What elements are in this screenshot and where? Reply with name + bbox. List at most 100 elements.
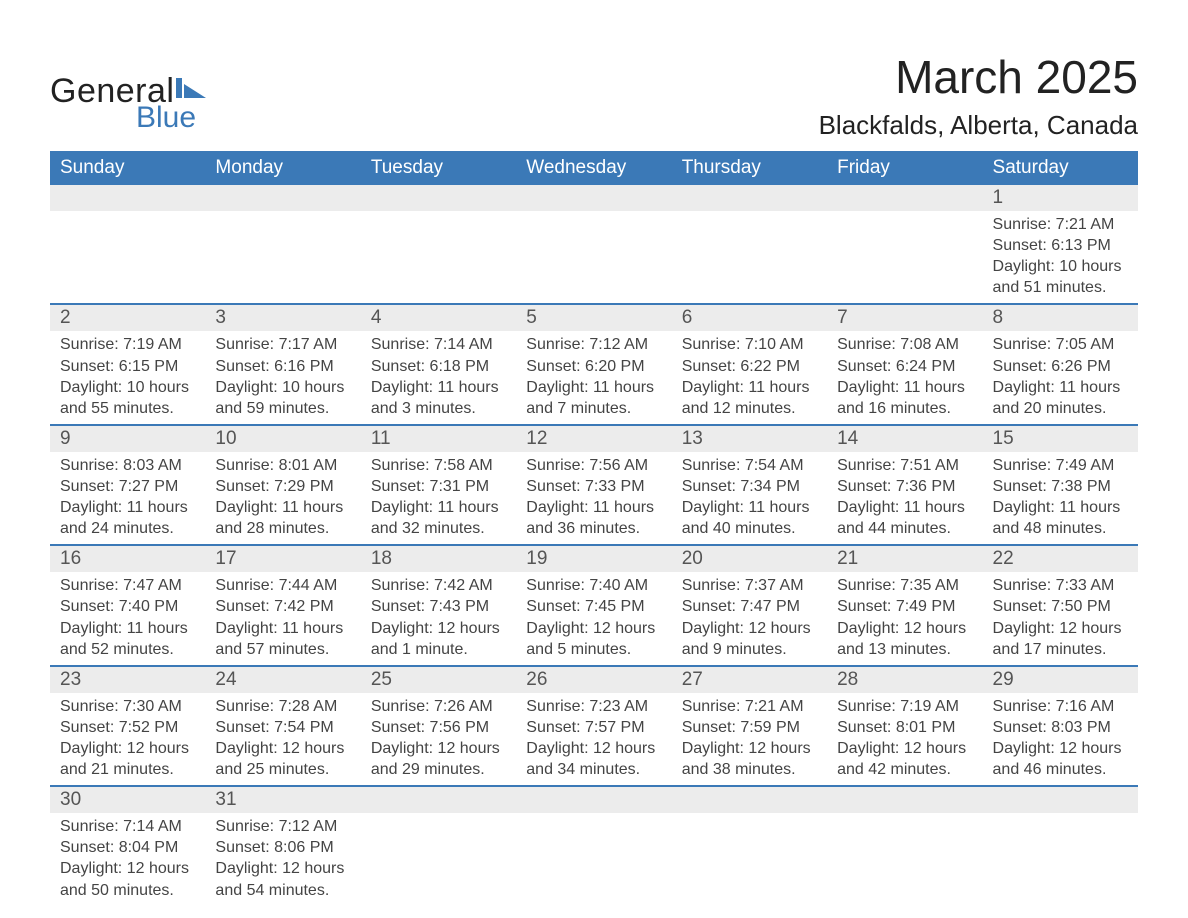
day-cell: 26Sunrise: 7:23 AMSunset: 7:57 PMDayligh… — [516, 667, 671, 785]
day-body: Sunrise: 7:56 AMSunset: 7:33 PMDaylight:… — [516, 452, 671, 544]
day-body — [361, 211, 516, 231]
daylight-text-2: and 9 minutes. — [682, 639, 819, 660]
day-cell: 3Sunrise: 7:17 AMSunset: 6:16 PMDaylight… — [205, 305, 360, 423]
daylight-text-2: and 21 minutes. — [60, 759, 197, 780]
day-cell — [50, 185, 205, 303]
daylight-text-1: Daylight: 12 hours — [526, 618, 663, 639]
daylight-text-1: Daylight: 12 hours — [215, 858, 352, 879]
day-number — [827, 185, 982, 211]
day-cell — [205, 185, 360, 303]
daylight-text-1: Daylight: 12 hours — [371, 618, 508, 639]
day-cell: 2Sunrise: 7:19 AMSunset: 6:15 PMDaylight… — [50, 305, 205, 423]
day-body: Sunrise: 7:17 AMSunset: 6:16 PMDaylight:… — [205, 331, 360, 423]
day-body — [516, 813, 671, 833]
weekday-header-cell: Sunday — [50, 151, 205, 185]
day-body: Sunrise: 7:44 AMSunset: 7:42 PMDaylight:… — [205, 572, 360, 664]
weekday-header-row: SundayMondayTuesdayWednesdayThursdayFrid… — [50, 151, 1138, 185]
day-number — [672, 185, 827, 211]
day-cell: 18Sunrise: 7:42 AMSunset: 7:43 PMDayligh… — [361, 546, 516, 664]
sunset-text: Sunset: 7:50 PM — [993, 596, 1130, 617]
day-number: 20 — [672, 546, 827, 572]
day-number — [983, 787, 1138, 813]
daylight-text-1: Daylight: 11 hours — [215, 497, 352, 518]
sunrise-text: Sunrise: 7:30 AM — [60, 696, 197, 717]
day-body — [672, 813, 827, 833]
week-row: 2Sunrise: 7:19 AMSunset: 6:15 PMDaylight… — [50, 305, 1138, 425]
day-body: Sunrise: 7:30 AMSunset: 7:52 PMDaylight:… — [50, 693, 205, 785]
sunrise-text: Sunrise: 7:14 AM — [371, 334, 508, 355]
daylight-text-2: and 50 minutes. — [60, 880, 197, 901]
day-cell: 5Sunrise: 7:12 AMSunset: 6:20 PMDaylight… — [516, 305, 671, 423]
day-cell: 9Sunrise: 8:03 AMSunset: 7:27 PMDaylight… — [50, 426, 205, 544]
day-cell: 10Sunrise: 8:01 AMSunset: 7:29 PMDayligh… — [205, 426, 360, 544]
sunset-text: Sunset: 7:29 PM — [215, 476, 352, 497]
daylight-text-1: Daylight: 12 hours — [371, 738, 508, 759]
daylight-text-1: Daylight: 12 hours — [682, 618, 819, 639]
day-body: Sunrise: 7:12 AMSunset: 6:20 PMDaylight:… — [516, 331, 671, 423]
day-body — [983, 813, 1138, 833]
day-number: 29 — [983, 667, 1138, 693]
day-cell: 14Sunrise: 7:51 AMSunset: 7:36 PMDayligh… — [827, 426, 982, 544]
day-number: 30 — [50, 787, 205, 813]
daylight-text-1: Daylight: 12 hours — [837, 618, 974, 639]
sunset-text: Sunset: 6:24 PM — [837, 356, 974, 377]
day-body: Sunrise: 7:37 AMSunset: 7:47 PMDaylight:… — [672, 572, 827, 664]
sunset-text: Sunset: 7:34 PM — [682, 476, 819, 497]
day-number: 31 — [205, 787, 360, 813]
sunset-text: Sunset: 7:49 PM — [837, 596, 974, 617]
day-number: 10 — [205, 426, 360, 452]
day-number — [361, 185, 516, 211]
day-number: 5 — [516, 305, 671, 331]
day-body — [50, 211, 205, 231]
sunset-text: Sunset: 8:01 PM — [837, 717, 974, 738]
daylight-text-2: and 51 minutes. — [993, 277, 1130, 298]
day-body: Sunrise: 7:21 AMSunset: 6:13 PMDaylight:… — [983, 211, 1138, 303]
day-body: Sunrise: 7:47 AMSunset: 7:40 PMDaylight:… — [50, 572, 205, 664]
day-number — [672, 787, 827, 813]
day-number: 28 — [827, 667, 982, 693]
location-text: Blackfalds, Alberta, Canada — [819, 110, 1138, 141]
sunset-text: Sunset: 7:45 PM — [526, 596, 663, 617]
day-number: 17 — [205, 546, 360, 572]
day-body: Sunrise: 7:42 AMSunset: 7:43 PMDaylight:… — [361, 572, 516, 664]
day-body — [205, 211, 360, 231]
day-body: Sunrise: 7:16 AMSunset: 8:03 PMDaylight:… — [983, 693, 1138, 785]
sunrise-text: Sunrise: 7:19 AM — [837, 696, 974, 717]
sunrise-text: Sunrise: 7:58 AM — [371, 455, 508, 476]
day-number — [516, 185, 671, 211]
day-cell: 15Sunrise: 7:49 AMSunset: 7:38 PMDayligh… — [983, 426, 1138, 544]
sunrise-text: Sunrise: 7:23 AM — [526, 696, 663, 717]
day-number — [516, 787, 671, 813]
daylight-text-2: and 38 minutes. — [682, 759, 819, 780]
sunrise-text: Sunrise: 7:33 AM — [993, 575, 1130, 596]
day-body: Sunrise: 8:01 AMSunset: 7:29 PMDaylight:… — [205, 452, 360, 544]
day-cell: 21Sunrise: 7:35 AMSunset: 7:49 PMDayligh… — [827, 546, 982, 664]
day-body: Sunrise: 7:23 AMSunset: 7:57 PMDaylight:… — [516, 693, 671, 785]
day-cell — [672, 185, 827, 303]
daylight-text-1: Daylight: 11 hours — [371, 497, 508, 518]
daylight-text-1: Daylight: 10 hours — [215, 377, 352, 398]
daylight-text-2: and 42 minutes. — [837, 759, 974, 780]
daylight-text-1: Daylight: 11 hours — [215, 618, 352, 639]
sunset-text: Sunset: 6:16 PM — [215, 356, 352, 377]
day-number: 25 — [361, 667, 516, 693]
daylight-text-2: and 57 minutes. — [215, 639, 352, 660]
day-body: Sunrise: 7:10 AMSunset: 6:22 PMDaylight:… — [672, 331, 827, 423]
sunset-text: Sunset: 6:26 PM — [993, 356, 1130, 377]
daylight-text-2: and 32 minutes. — [371, 518, 508, 539]
daylight-text-1: Daylight: 11 hours — [526, 497, 663, 518]
daylight-text-2: and 40 minutes. — [682, 518, 819, 539]
day-cell: 31Sunrise: 7:12 AMSunset: 8:06 PMDayligh… — [205, 787, 360, 905]
day-cell — [983, 787, 1138, 905]
sunrise-text: Sunrise: 7:16 AM — [993, 696, 1130, 717]
day-cell: 19Sunrise: 7:40 AMSunset: 7:45 PMDayligh… — [516, 546, 671, 664]
day-number — [361, 787, 516, 813]
daylight-text-2: and 55 minutes. — [60, 398, 197, 419]
day-body: Sunrise: 7:28 AMSunset: 7:54 PMDaylight:… — [205, 693, 360, 785]
day-cell: 16Sunrise: 7:47 AMSunset: 7:40 PMDayligh… — [50, 546, 205, 664]
day-number — [50, 185, 205, 211]
daylight-text-1: Daylight: 12 hours — [993, 618, 1130, 639]
day-cell: 1Sunrise: 7:21 AMSunset: 6:13 PMDaylight… — [983, 185, 1138, 303]
sunrise-text: Sunrise: 7:28 AM — [215, 696, 352, 717]
daylight-text-2: and 16 minutes. — [837, 398, 974, 419]
